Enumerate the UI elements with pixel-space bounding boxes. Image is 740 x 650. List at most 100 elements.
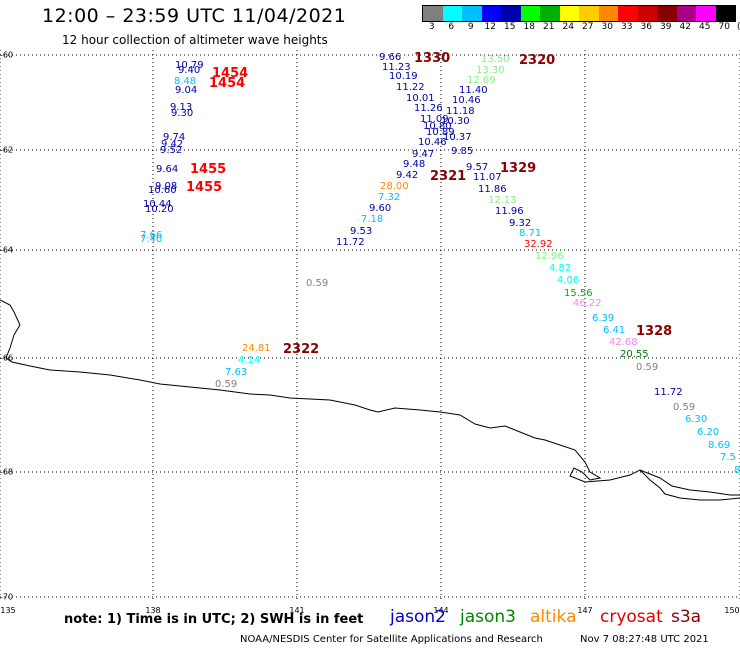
wave-height-label: 0.59 (215, 379, 238, 390)
satellite-legend-cryosat: cryosat (600, 607, 663, 627)
latitude-label: -70 (0, 592, 14, 602)
pass-time-label: 2322 (283, 342, 320, 357)
colorbar-label: 33 (621, 22, 633, 32)
wave-height-label: 9.32 (509, 218, 532, 229)
wave-height-label: 9.04 (175, 85, 198, 96)
latitude-label: -66 (0, 353, 14, 363)
wave-height-label: 9.40 (178, 65, 201, 76)
longitude-label: 135 (0, 606, 16, 615)
colorbar-swatch (501, 6, 521, 21)
wave-height-label: 11.09 (420, 114, 449, 125)
colorbar-label: (ft) (737, 22, 740, 32)
wave-height-label: 8.71 (519, 228, 542, 239)
wave-height-label: 9.42 (396, 170, 419, 181)
pass-time-label: 1329 (500, 161, 537, 176)
wave-height-label: 0.59 (306, 278, 329, 289)
pass-time-label: 2320 (519, 53, 556, 68)
wave-height-label: 7.40 (140, 234, 163, 245)
wave-height-label: 24.81 (242, 343, 271, 354)
longitude-label: 141 (289, 606, 305, 615)
wave-height-label: 8.69 (708, 440, 731, 451)
wave-height-label: 9.42 (161, 139, 184, 150)
longitude-label: 138 (145, 606, 161, 615)
wave-height-label: 10.60 (148, 185, 177, 196)
coastline-inlet (639, 469, 740, 501)
colorbar-swatch (462, 6, 482, 21)
satellite-legend-jason3: jason3 (460, 607, 516, 627)
antarctic-coastline (0, 299, 740, 496)
colorbar-label: 3 (428, 22, 435, 32)
wave-height-label: 0.59 (673, 402, 696, 413)
wave-height-label: 10.89 (426, 127, 455, 138)
colorbar-label: 9 (467, 22, 474, 32)
colorbar-swatch (676, 6, 696, 21)
wave-height-label: 0.59 (636, 362, 659, 373)
longitude-label: 144 (433, 606, 449, 615)
colorbar-swatch (559, 6, 579, 21)
wave-height-label: 11.96 (495, 206, 524, 217)
wave-height-label: 9.64 (156, 164, 179, 175)
wave-height-label: 6.30 (685, 414, 708, 425)
wave-height-label: 7.5 (720, 452, 736, 463)
pass-time-label: 1455 (186, 180, 223, 195)
pass-time-label: 2321 (430, 169, 467, 184)
colorbar-label: 30 (601, 22, 613, 32)
wave-height-label: 9.66 (379, 52, 402, 63)
lat-lon-grid (0, 50, 740, 600)
wave-height-label: 10.37 (443, 132, 472, 143)
colorbar-label: 45 (699, 22, 711, 32)
wave-height-label: 12.96 (535, 251, 564, 262)
colorbar-label: 12 (484, 22, 496, 32)
wave-height-label: 28.00 (380, 181, 409, 192)
latitude-label: -62 (0, 145, 14, 155)
wave-height-label: 7.63 (225, 367, 248, 378)
wave-height-label: 10.46 (418, 137, 447, 148)
wave-height-label: 7.66 (140, 230, 163, 241)
colorbar-swatch (715, 6, 735, 21)
pass-time-label: 1330 (414, 51, 451, 66)
satellite-legend-s3a: s3a (671, 607, 702, 627)
satellite-legend-jason2: jason2 (390, 607, 446, 627)
credit-text: NOAA/NESDIS Center for Satellite Applica… (240, 634, 543, 645)
wave-height-label: 11.18 (446, 106, 475, 117)
longitude-label: 147 (577, 606, 593, 615)
wave-height-label: 11.72 (336, 237, 365, 248)
wave-height-label: 13.50 (481, 54, 510, 65)
wave-height-label: 9.53 (350, 226, 373, 237)
latitude-label: -68 (0, 467, 14, 477)
wave-height-label: 9.13 (170, 102, 193, 113)
wave-height-label: 6.20 (697, 427, 720, 438)
wave-height-label: 11.23 (382, 62, 411, 73)
wave-height-label: 10.80 (423, 121, 452, 132)
wave-height-label: 42.68 (609, 337, 638, 348)
wave-height-label: 12.69 (467, 75, 496, 86)
wave-height-label: 20.55 (620, 349, 649, 360)
wave-height-label: 10.79 (175, 60, 204, 71)
colorbar-swatch (540, 6, 560, 21)
wave-height-label: 32.92 (524, 239, 553, 250)
wave-height-label: 8.48 (174, 76, 197, 87)
wave-height-colorbar (422, 5, 736, 22)
map-subtitle: 12 hour collection of altimeter wave hei… (62, 33, 328, 47)
colorbar-swatch (657, 6, 677, 21)
wave-height-label: 11.26 (414, 103, 443, 114)
pass-time-label: 1454 (212, 66, 249, 81)
wave-height-label: 12.13 (488, 195, 517, 206)
wave-height-label: 9.48 (403, 159, 426, 170)
wave-height-label: 13.30 (476, 65, 505, 76)
pass-time-label: 1454 (209, 76, 246, 91)
wave-height-label: 11.86 (478, 184, 507, 195)
wave-height-label: 6.41 (603, 325, 626, 336)
colorbar-label: 21 (543, 22, 555, 32)
wave-height-label: 11.72 (654, 387, 683, 398)
longitude-label: 150 (724, 606, 740, 615)
wave-height-label: 11.22 (396, 82, 425, 93)
wave-height-label: 11.40 (459, 85, 488, 96)
wave-height-label: 10.20 (145, 204, 174, 215)
map-title: 12:00 – 23:59 UTC 11/04/2021 (42, 5, 347, 27)
wave-height-label: 7.32 (378, 192, 401, 203)
colorbar-label: 18 (523, 22, 535, 32)
wave-height-label: 9.57 (466, 162, 489, 173)
wave-height-label: 9.60 (369, 203, 392, 214)
footer-note: note: 1) Time is in UTC; 2) SWH is in fe… (64, 612, 364, 627)
